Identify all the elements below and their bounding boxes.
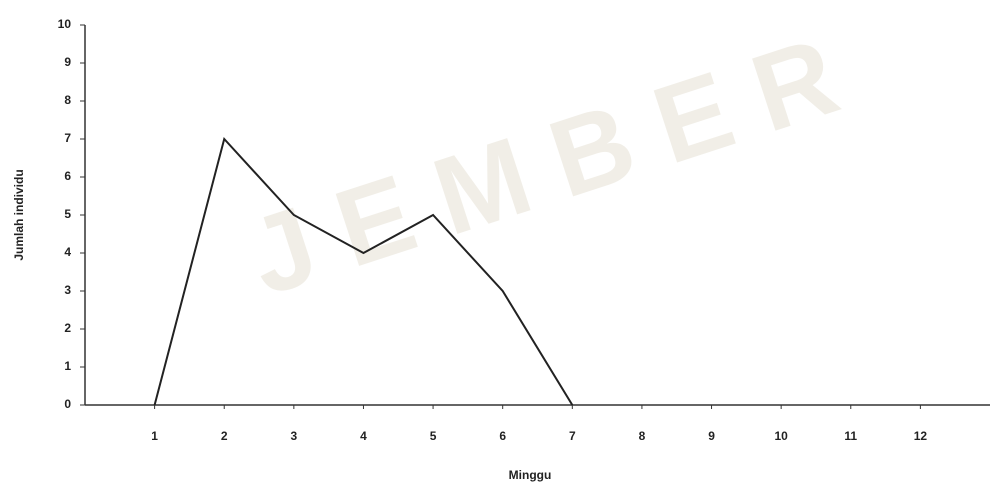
x-tick-label: 12	[914, 429, 928, 443]
x-tick-label: 4	[360, 429, 367, 443]
x-tick-label: 8	[639, 429, 646, 443]
y-tick-label: 1	[64, 359, 71, 373]
y-tick-label: 3	[64, 283, 71, 297]
x-tick-label: 1	[151, 429, 158, 443]
x-tick-label: 3	[291, 429, 298, 443]
y-tick-label: 6	[64, 169, 71, 183]
y-tick-label: 10	[58, 17, 72, 31]
y-tick-label: 2	[64, 321, 71, 335]
x-tick-label: 11	[844, 429, 857, 443]
y-tick-label: 8	[64, 93, 71, 107]
x-tick-label: 9	[708, 429, 715, 443]
y-tick-label: 0	[64, 397, 71, 411]
x-tick-label: 2	[221, 429, 228, 443]
watermark: JEMBER	[235, 5, 880, 319]
x-tick-label: 6	[499, 429, 506, 443]
x-tick-label: 7	[569, 429, 576, 443]
data-line	[153, 136, 574, 406]
y-axis-label: Jumlah individu	[12, 169, 26, 260]
y-tick-label: 9	[64, 55, 71, 69]
y-tick-label: 5	[64, 207, 71, 221]
y-tick-label: 7	[64, 131, 71, 145]
x-tick-label: 10	[774, 429, 788, 443]
x-axis-label: Minggu	[509, 468, 552, 482]
y-tick-label: 4	[64, 245, 71, 259]
x-tick-label: 5	[430, 429, 437, 443]
